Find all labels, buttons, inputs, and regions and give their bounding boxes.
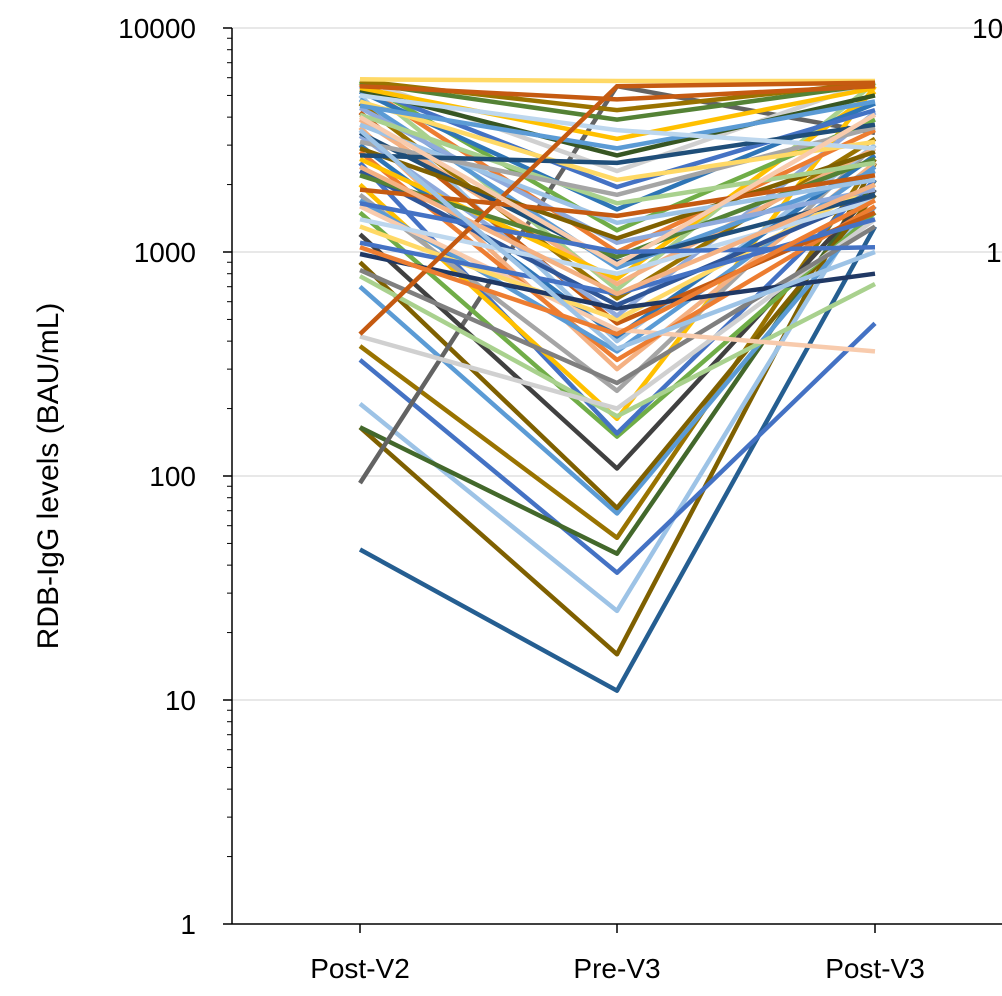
series-line-60 [358,112,877,267]
y-tick-label: 1000 [134,237,196,268]
clipped-label: 1 [986,237,1002,268]
y-tick-label: 10 [165,685,196,716]
y-axis-title: RDB-IgG levels (BAU/mL) [32,303,65,650]
series-line-8 [358,193,877,511]
x-tick-label: Post-V2 [310,953,410,984]
series-lines [358,77,877,693]
series-line-59 [358,80,876,336]
series-line-40 [359,146,876,241]
series-line-48 [359,99,876,183]
series-line-23 [359,204,876,354]
clipped-right-panel-labels: 10 1 [972,13,1002,268]
series-line-14 [358,274,877,419]
series-line-1 [358,225,877,693]
series-line-50 [359,122,876,166]
series-line-54 [359,93,876,151]
series-line-39 [358,105,876,245]
y-tick-labels: 1 10 100 1000 10000 [118,13,196,940]
series-line-5 [359,178,877,556]
y-tick-label: 10000 [118,13,196,44]
series-line-43 [359,173,876,219]
series-line-28 [358,169,876,308]
series-line-57 [359,83,876,102]
x-tick-label: Post-V3 [825,953,925,984]
series-line-52 [359,99,876,151]
series-line-62 [359,164,876,297]
x-tick-labels: Post-V2 Pre-V3 Post-V3 [310,953,925,984]
series-line-64 [359,198,877,337]
series-line-61 [359,201,876,255]
series-line-63 [358,128,876,351]
y-tick-label: 1 [180,909,196,940]
y-tick-label: 100 [149,461,196,492]
series-line-17 [359,224,877,386]
series-line-55 [359,80,876,122]
series-line-34 [359,198,876,276]
clipped-label: 10 [972,13,1002,44]
axes [223,27,1002,933]
series-line-4 [358,321,877,575]
series-line-58 [359,77,875,84]
series-line-45 [359,112,876,206]
x-tick-label: Pre-V3 [573,953,660,984]
